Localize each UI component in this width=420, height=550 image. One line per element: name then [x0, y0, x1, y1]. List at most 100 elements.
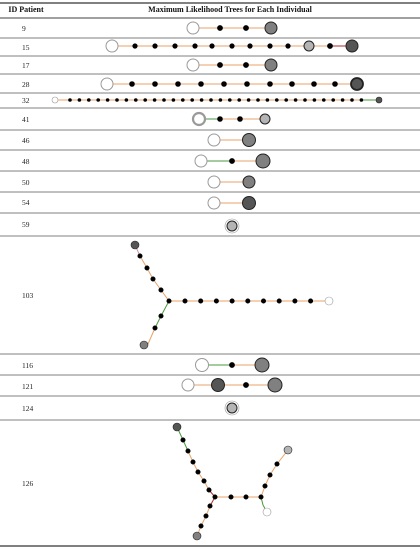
tree-node — [87, 98, 91, 102]
tree-node — [308, 298, 314, 304]
tree-node — [207, 503, 213, 509]
tree-node — [185, 448, 191, 454]
tree-node — [274, 461, 280, 467]
tree-edge — [160, 300, 170, 317]
tree-node — [152, 98, 157, 102]
tree-node — [226, 220, 238, 232]
tree-node — [375, 96, 383, 104]
tree-patient-116 — [195, 357, 270, 373]
tree-node — [181, 378, 195, 392]
tree-node — [206, 487, 212, 493]
tree-node — [207, 175, 221, 189]
tree-node — [144, 265, 150, 271]
tree-node — [311, 81, 317, 87]
tree-node — [171, 98, 176, 102]
tree-node — [265, 98, 270, 102]
tree-node — [150, 276, 156, 282]
tree-node — [180, 437, 186, 443]
patient-id: 50 — [22, 178, 30, 187]
tree-node — [181, 98, 185, 102]
tree-node — [152, 81, 158, 87]
patient-id: 32 — [22, 96, 30, 105]
tree-patient-28 — [100, 77, 364, 91]
tree-node — [237, 116, 243, 122]
tree-node — [289, 81, 295, 87]
tree-node — [255, 153, 271, 169]
tree-node — [285, 43, 291, 49]
tree-node — [243, 382, 249, 388]
tree-node — [132, 43, 138, 49]
tree-node — [262, 507, 272, 517]
patient-id: 17 — [22, 61, 30, 70]
patient-id: 46 — [22, 136, 30, 145]
tree-patient-124 — [224, 400, 240, 416]
tree-node — [229, 158, 235, 164]
tree-node — [130, 240, 140, 250]
tree-node — [332, 81, 338, 87]
tree-node — [152, 325, 158, 331]
tree-node — [284, 98, 289, 102]
patient-id: 121 — [22, 382, 34, 391]
tree-node — [213, 298, 219, 304]
tree-node — [226, 402, 238, 414]
tree-node — [207, 133, 221, 147]
tree-node — [162, 98, 166, 102]
tree-patient-17 — [186, 58, 278, 72]
tree-node — [327, 43, 333, 49]
tree-node — [51, 96, 59, 104]
tree-node — [68, 98, 72, 102]
tree-node — [303, 40, 315, 52]
tree-node — [201, 478, 207, 484]
tree-patient-32 — [51, 96, 383, 104]
tree-node — [209, 43, 215, 49]
tree-patient-46 — [207, 133, 256, 147]
patient-id: 59 — [22, 220, 30, 229]
tree-node — [137, 253, 143, 259]
trees-layer — [51, 21, 383, 541]
patient-id: 15 — [22, 43, 30, 52]
tree-node — [192, 531, 202, 541]
tree-node — [212, 494, 218, 500]
tree-node — [262, 483, 268, 489]
tree-node — [96, 98, 100, 102]
tree-node — [195, 469, 201, 475]
tree-node — [190, 98, 194, 102]
tree-node — [274, 98, 279, 102]
tree-node — [276, 298, 282, 304]
patient-id: 116 — [22, 361, 33, 370]
tree-node — [143, 98, 147, 102]
tree-node — [192, 43, 198, 49]
tree-node — [350, 77, 364, 91]
tree-node — [186, 58, 200, 72]
patient-id: 103 — [22, 291, 34, 300]
tree-node — [77, 98, 82, 102]
tree-node — [172, 43, 178, 49]
tree-node — [331, 98, 336, 102]
patient-id: 41 — [22, 115, 30, 124]
tree-patient-9 — [186, 21, 278, 35]
patient-id: 28 — [22, 80, 30, 89]
tree-patient-15 — [105, 39, 359, 53]
tree-node — [345, 39, 359, 53]
tree-node — [229, 298, 235, 304]
tree-node — [217, 116, 223, 122]
tree-patient-126 — [172, 422, 293, 541]
tree-node — [312, 98, 317, 102]
tree-patient-103 — [130, 240, 334, 350]
tree-node — [172, 422, 182, 432]
tree-node — [267, 43, 273, 49]
tree-node — [293, 98, 298, 102]
tree-node — [182, 298, 188, 304]
tree-node — [199, 98, 204, 102]
tree-node — [324, 296, 334, 306]
patient-id: 9 — [22, 24, 26, 33]
tree-node — [237, 98, 241, 102]
tree-node — [124, 98, 129, 102]
tree-node — [242, 196, 256, 210]
tree-node — [229, 43, 235, 49]
tree-node — [321, 98, 326, 102]
tree-node — [198, 523, 204, 529]
tree-node — [243, 62, 249, 68]
